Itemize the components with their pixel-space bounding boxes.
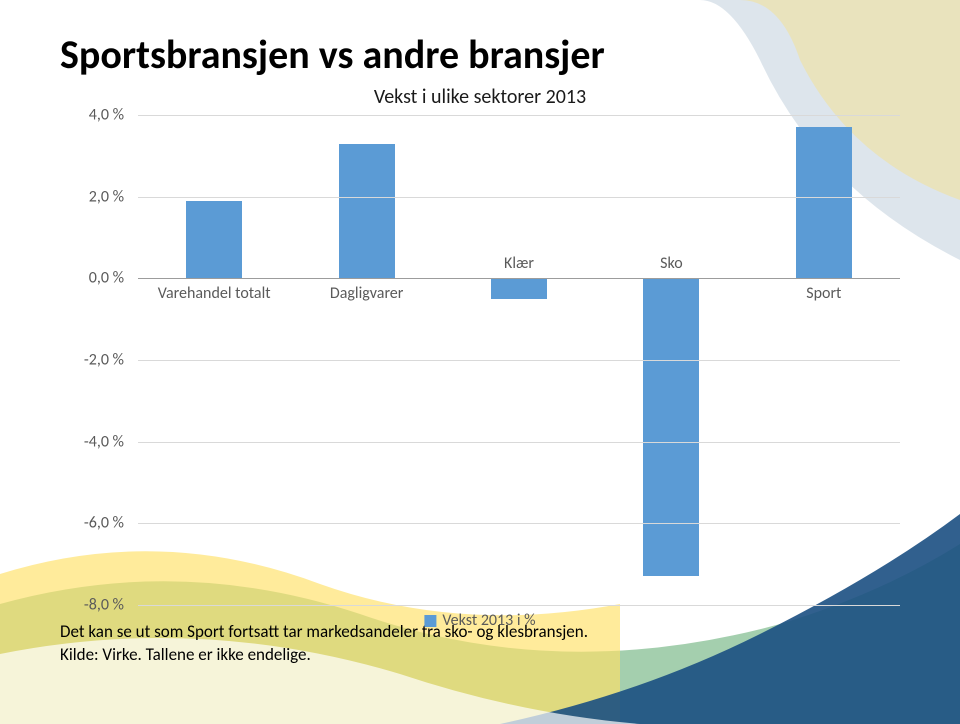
grid-line	[138, 523, 900, 524]
grid-line	[138, 605, 900, 606]
legend-label: Vekst 2013 i %	[442, 611, 535, 630]
grid-line	[138, 278, 900, 279]
bar-chart: 4,0 %2,0 %0,0 %-2,0 %-4,0 %-6,0 %-8,0 % …	[60, 115, 900, 605]
y-axis-label: -6,0 %	[84, 514, 124, 533]
bar	[643, 278, 699, 576]
chart-legend: Vekst 2013 i %	[424, 611, 535, 630]
y-axis-label: 0,0 %	[89, 269, 124, 288]
footer-line-2: Kilde: Virke. Tallene er ikke endelige.	[60, 644, 311, 665]
category-label: Klær	[504, 254, 534, 273]
y-axis-label: -8,0 %	[84, 596, 124, 615]
y-axis-label: -2,0 %	[84, 351, 124, 370]
chart-subtitle: Vekst i ulike sektorer 2013	[60, 85, 900, 109]
bar	[491, 278, 547, 298]
y-axis-label: 2,0 %	[89, 187, 124, 206]
category-label: Dagligvarer	[330, 284, 403, 303]
y-axis-label: -4,0 %	[84, 432, 124, 451]
grid-line	[138, 442, 900, 443]
category-label: Sko	[660, 254, 683, 273]
category-label: Varehandel totalt	[158, 284, 271, 303]
category-label: Sport	[806, 284, 841, 303]
y-axis-label: 4,0 %	[89, 106, 124, 125]
bar	[339, 144, 395, 279]
grid-line	[138, 115, 900, 116]
bar	[186, 201, 242, 279]
bar	[796, 127, 852, 278]
grid-line	[138, 197, 900, 198]
slide-title: Sportsbransjen vs andre bransjer	[60, 30, 900, 79]
grid-line	[138, 360, 900, 361]
legend-swatch	[424, 615, 436, 627]
